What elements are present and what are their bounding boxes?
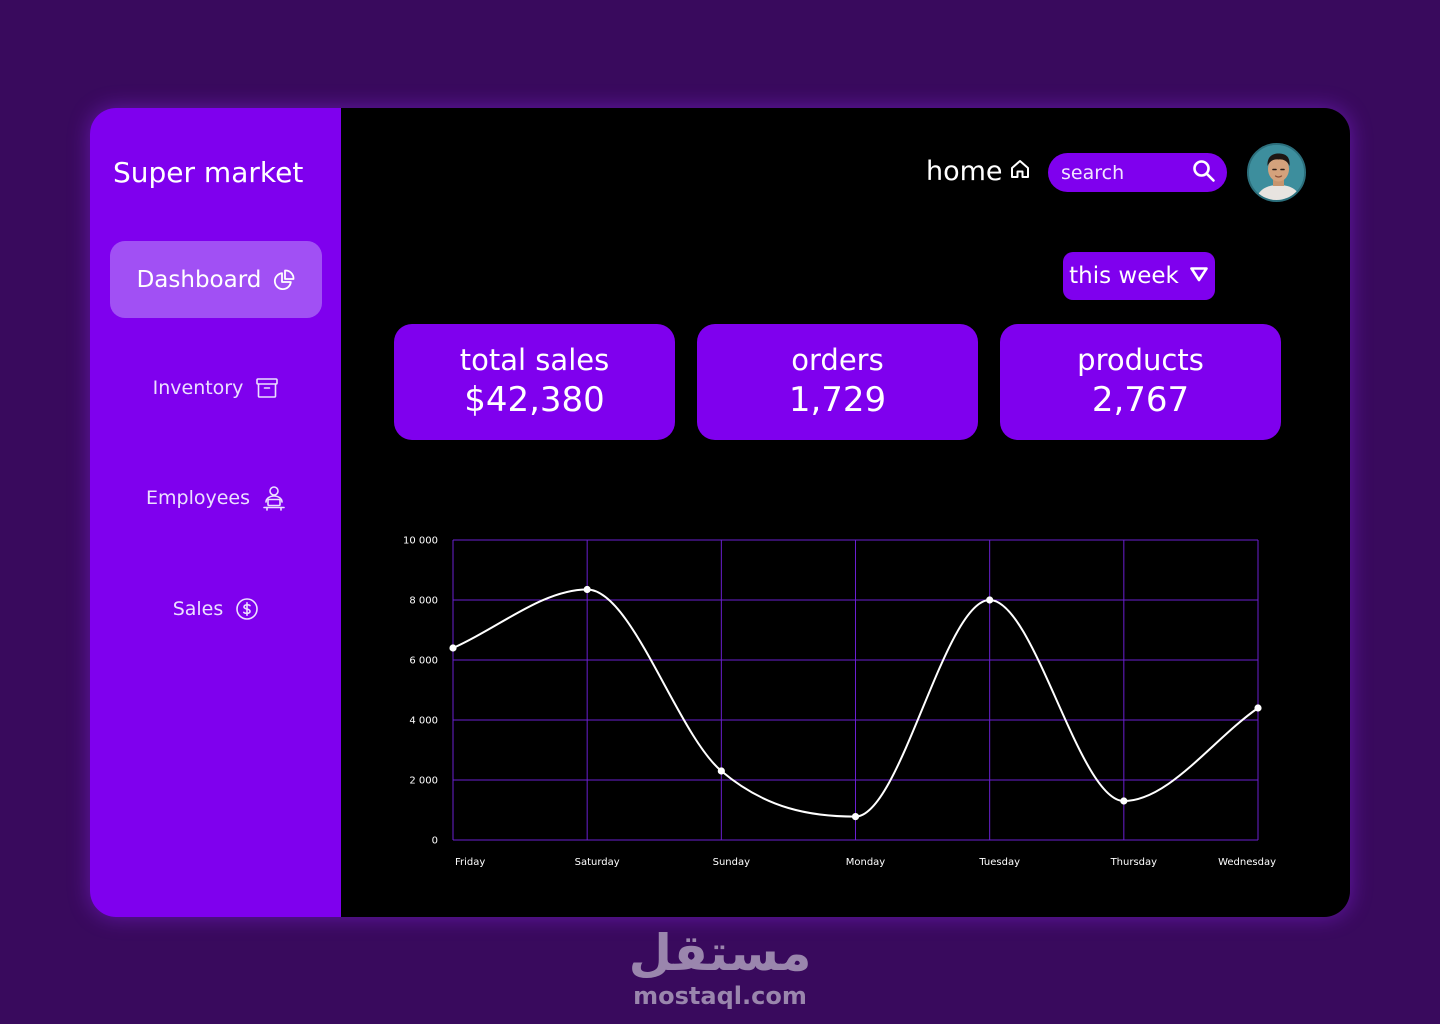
- period-label: this week: [1069, 263, 1179, 289]
- pie-chart-icon: [273, 269, 295, 291]
- watermark-logo: مستقل: [628, 924, 812, 982]
- stat-card-orders[interactable]: orders 1,729: [697, 324, 978, 440]
- sidebar-item-label: Employees: [146, 487, 250, 509]
- data-point: [583, 585, 591, 594]
- triangle-down-icon: [1189, 263, 1209, 289]
- stat-label: orders: [791, 343, 884, 377]
- x-tick-label: Wednesday: [1218, 857, 1276, 868]
- x-tick-label: Tuesday: [978, 857, 1020, 868]
- app-window: Super market Dashboard Inventory Em: [90, 108, 1350, 917]
- data-point: [986, 596, 994, 604]
- search-icon[interactable]: [1191, 158, 1217, 188]
- sidebar-item-label: Sales: [172, 598, 224, 620]
- search-bar[interactable]: [1048, 153, 1227, 192]
- sidebar-item-label: Inventory: [152, 377, 244, 399]
- search-input[interactable]: [1061, 161, 1179, 184]
- home-label: home: [926, 156, 1003, 187]
- stat-card-products[interactable]: products 2,767: [1000, 324, 1281, 440]
- avatar[interactable]: [1247, 143, 1306, 202]
- sidebar-item-inventory[interactable]: Inventory: [110, 368, 322, 408]
- stat-card-total-sales[interactable]: total sales $42,380: [394, 324, 675, 440]
- stat-label: total sales: [459, 343, 610, 377]
- sidebar: Super market Dashboard Inventory Em: [90, 108, 341, 917]
- x-tick-label: Sunday: [713, 857, 750, 868]
- data-point: [717, 767, 725, 775]
- employee-desk-icon: [262, 485, 286, 511]
- stat-label: products: [1077, 343, 1204, 377]
- data-point: [449, 644, 457, 652]
- watermark-domain: mostaql.com: [633, 982, 807, 1010]
- sidebar-item-sales[interactable]: Sales: [110, 589, 322, 629]
- home-link[interactable]: home: [926, 156, 1031, 187]
- brand-title: Super market: [113, 156, 304, 189]
- dollar-circle-icon: [235, 597, 259, 621]
- x-tick-label: Saturday: [575, 857, 620, 868]
- watermark: مستقل mostaql.com: [560, 924, 880, 1010]
- stat-value: $42,380: [464, 380, 605, 420]
- y-tick-label: 10 000: [403, 536, 438, 547]
- data-point: [1254, 704, 1262, 712]
- sidebar-item-employees[interactable]: Employees: [110, 478, 322, 518]
- sidebar-item-label: Dashboard: [136, 266, 262, 293]
- home-icon: [1009, 156, 1031, 187]
- x-tick-label: Thursday: [1110, 857, 1158, 868]
- data-point: [1120, 797, 1128, 805]
- period-dropdown[interactable]: this week: [1063, 252, 1215, 300]
- x-tick-label: Friday: [455, 857, 485, 868]
- x-tick-label: Monday: [846, 857, 886, 868]
- archive-box-icon: [255, 377, 279, 399]
- sales-line-chart: 0 2 000 4 000 6 000 8 000 10 000 Friday Saturda…: [403, 536, 1276, 869]
- stat-value: 2,767: [1091, 380, 1190, 420]
- y-tick-label: 0: [432, 836, 438, 847]
- stat-value: 1,729: [788, 380, 887, 420]
- y-tick-label: 8 000: [409, 596, 438, 607]
- data-point: [851, 813, 860, 821]
- main-content: home: [341, 108, 1350, 917]
- sidebar-item-dashboard[interactable]: Dashboard: [110, 241, 322, 318]
- y-tick-label: 6 000: [409, 656, 438, 667]
- y-tick-label: 4 000: [409, 716, 438, 727]
- y-tick-label: 2 000: [409, 776, 438, 787]
